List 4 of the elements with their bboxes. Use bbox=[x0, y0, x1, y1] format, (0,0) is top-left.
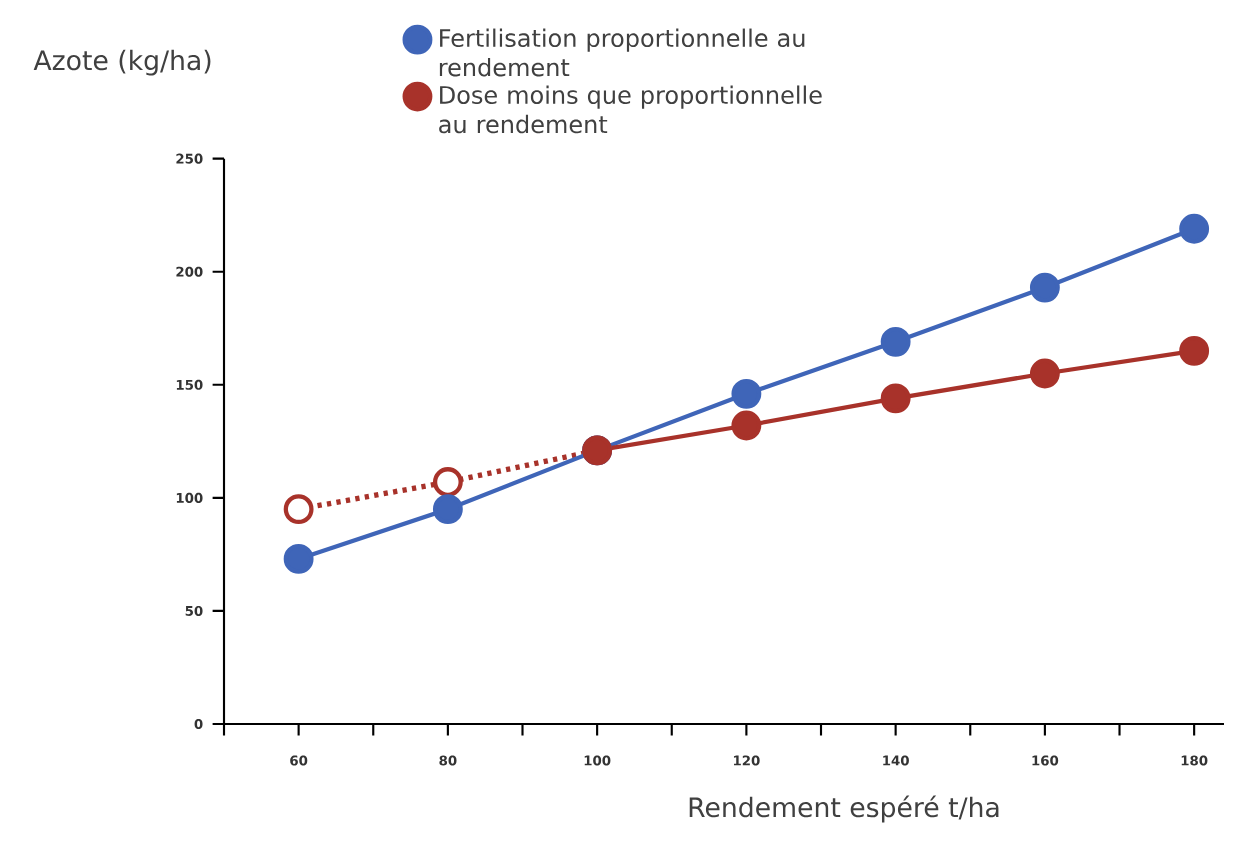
x-axis-title: Rendement espéré t/ha bbox=[689, 795, 999, 823]
legend-label: Fertilisation proportionnelle au rendement bbox=[439, 28, 805, 77]
legend-label: Dose moins que proportionnelle au rendement bbox=[439, 85, 822, 134]
y-axis-title: Azote (kg/ha) bbox=[33, 49, 211, 76]
